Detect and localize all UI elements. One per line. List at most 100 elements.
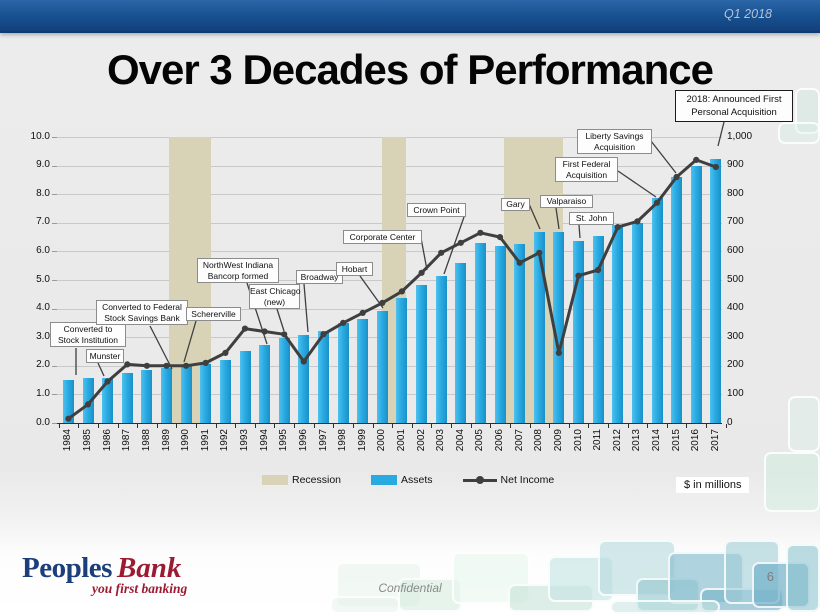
decorative-tile bbox=[778, 122, 820, 144]
axis-tick bbox=[195, 424, 197, 428]
left-axis-label: 6.0 bbox=[36, 244, 50, 256]
legend-recession-label: Recession bbox=[292, 474, 342, 486]
axis-tick bbox=[52, 394, 57, 396]
axis-tick bbox=[274, 424, 276, 428]
assets-bar-1986 bbox=[102, 378, 114, 423]
x-axis-label: 1992 bbox=[219, 429, 231, 452]
annotation-liberty-savings-acquisition: Liberty Savings Acquisition bbox=[577, 129, 652, 154]
legend-item-recession: Recession bbox=[262, 474, 341, 486]
axis-tick bbox=[608, 424, 609, 428]
recession-band bbox=[504, 137, 563, 423]
x-axis-label: 1986 bbox=[101, 429, 113, 452]
net-income-marker-1993 bbox=[241, 325, 249, 332]
assets-bar-2015 bbox=[671, 177, 683, 423]
legend-net-income-label: Net Income bbox=[500, 474, 555, 486]
net-income-marker-1999 bbox=[359, 309, 366, 316]
net-income-marker-2016 bbox=[693, 156, 700, 163]
net-income-marker-2013 bbox=[634, 218, 641, 225]
x-axis-label: 1991 bbox=[199, 429, 211, 452]
x-axis-label: 2008 bbox=[533, 429, 545, 452]
x-axis-label: 1997 bbox=[317, 429, 329, 452]
x-axis-label: 2015 bbox=[670, 429, 682, 452]
axis-tick bbox=[58, 424, 60, 428]
decorative-tile bbox=[795, 88, 820, 134]
annotation-converted-to-stock-institution: Converted to Stock Institution bbox=[50, 322, 126, 347]
axis-tick bbox=[686, 424, 688, 428]
assets-bar-1988 bbox=[141, 369, 153, 423]
annotation-munster: Munster bbox=[86, 349, 124, 363]
chart-legend: Recession Assets Net Income bbox=[262, 471, 554, 489]
assets-bar-2012 bbox=[612, 225, 624, 423]
net-income-marker-1991 bbox=[202, 359, 209, 366]
axis-tick bbox=[431, 424, 433, 428]
assets-bar-2001 bbox=[396, 298, 408, 423]
annotation-northwest-indiana-bancorp-formed: NorthWest Indiana Bancorp formed bbox=[197, 258, 279, 283]
right-axis-label: 1,000 bbox=[727, 130, 753, 142]
left-axis-label: 5.0 bbox=[36, 273, 50, 285]
axis-tick bbox=[52, 308, 57, 310]
assets-bar-2005 bbox=[474, 243, 486, 423]
x-axis-label: 2016 bbox=[690, 429, 702, 452]
axis-tick bbox=[706, 424, 708, 428]
axis-tick bbox=[97, 424, 99, 428]
assets-bar-1999 bbox=[357, 318, 369, 423]
axis-tick bbox=[52, 137, 57, 138]
annotation-corporate-center: Corporate Center bbox=[343, 230, 422, 244]
logo-bank: Bank bbox=[116, 552, 182, 584]
left-axis-label: 1.0 bbox=[36, 387, 50, 399]
left-axis-label: 2.0 bbox=[36, 359, 50, 371]
decorative-tile bbox=[610, 600, 720, 614]
annotation-converted-to-federal-stock-savings-bank: Converted to Federal Stock Savings Bank bbox=[96, 300, 188, 325]
axis-tick bbox=[352, 424, 354, 428]
axis-tick bbox=[254, 424, 256, 428]
confidential-label: Confidential bbox=[378, 581, 442, 595]
net-income-marker-2009 bbox=[555, 349, 562, 356]
assets-bar-2004 bbox=[455, 262, 467, 423]
x-axis-label: 1988 bbox=[140, 429, 152, 452]
right-axis-label: 500 bbox=[727, 273, 744, 285]
x-axis-label: 2011 bbox=[592, 429, 604, 451]
assets-bar-1991 bbox=[200, 363, 212, 423]
assets-bar-1989 bbox=[161, 368, 172, 423]
axis-tick bbox=[52, 251, 57, 253]
annotation-broadway: Broadway bbox=[296, 270, 343, 284]
net-income-marker-1987 bbox=[124, 361, 131, 368]
x-axis-label: 1993 bbox=[239, 429, 250, 452]
net-income-line bbox=[65, 156, 720, 422]
x-axis-label: 2012 bbox=[611, 429, 623, 452]
net-income-marker-1996 bbox=[300, 358, 307, 365]
right-axis-label: 400 bbox=[727, 302, 744, 314]
assets-bar-1997 bbox=[318, 330, 329, 423]
assets-bar-2013 bbox=[631, 222, 643, 423]
peoples-bank-logo: Peoples Bank you first banking bbox=[22, 552, 187, 597]
decorative-tile bbox=[398, 578, 462, 612]
x-axis-label: 2007 bbox=[513, 429, 525, 452]
assets-bar-2011 bbox=[592, 236, 604, 423]
x-axis-label: 1994 bbox=[258, 429, 270, 452]
net-income-marker-1985 bbox=[84, 401, 92, 408]
net-income-marker-2017 bbox=[712, 163, 720, 171]
axis-tick bbox=[294, 424, 295, 428]
axis-tick bbox=[411, 424, 413, 428]
annotation-east-chicago-new: East Chicago (new) bbox=[249, 284, 301, 309]
assets-bar-1995 bbox=[278, 338, 290, 423]
net-income-marker-1995 bbox=[281, 331, 288, 338]
axis-tick bbox=[52, 165, 57, 167]
assets-bar-2008 bbox=[533, 232, 545, 423]
annotation-st-john: St. John bbox=[569, 212, 614, 225]
axis-tick bbox=[647, 424, 649, 428]
right-axis-label: 800 bbox=[727, 187, 744, 199]
net-income-marker-2011 bbox=[595, 266, 602, 274]
axis-tick bbox=[215, 424, 217, 428]
recession-swatch bbox=[262, 475, 288, 485]
net-income-marker-1988 bbox=[143, 362, 150, 369]
net-income-marker-2010 bbox=[575, 272, 582, 279]
net-income-line-swatch bbox=[462, 476, 497, 484]
annotation-gary: Gary bbox=[501, 198, 530, 211]
net-income-marker-1998 bbox=[340, 319, 347, 326]
net-income-marker-1992 bbox=[222, 349, 229, 356]
x-axis-label: 2009 bbox=[552, 429, 564, 452]
axis-tick bbox=[490, 424, 492, 428]
